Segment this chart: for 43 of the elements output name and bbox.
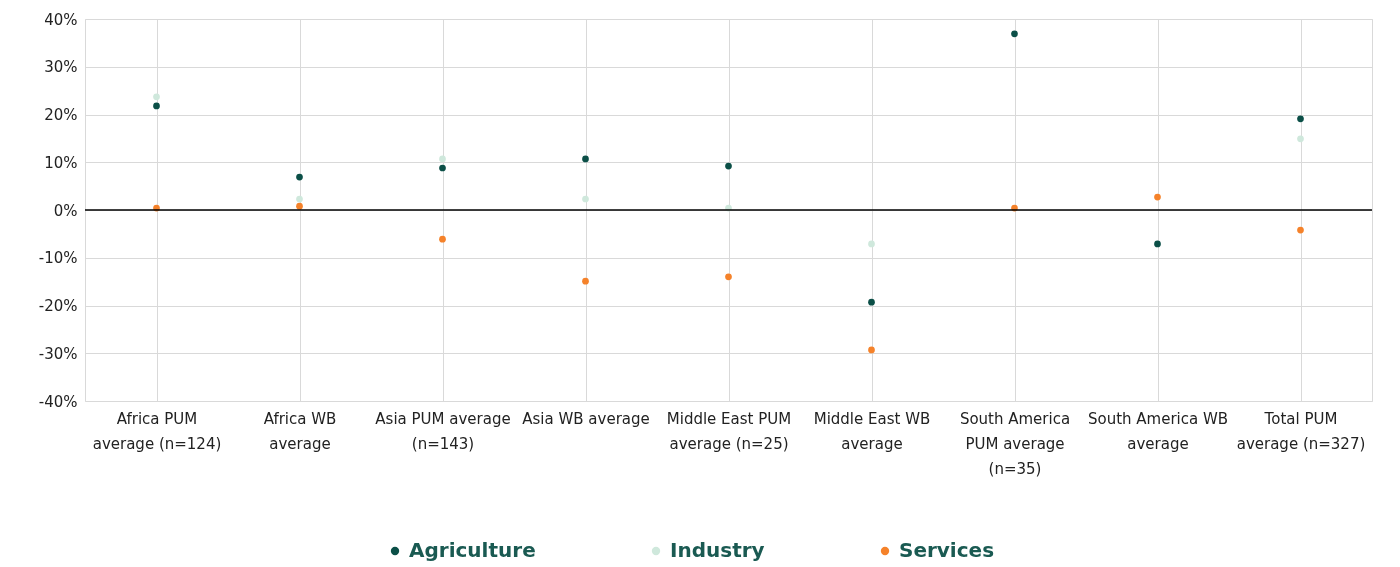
point (296, 202, 303, 210)
point (1154, 240, 1161, 248)
point (439, 155, 446, 163)
point (725, 273, 732, 281)
point (439, 235, 446, 243)
point (1297, 135, 1304, 143)
point (296, 173, 303, 181)
point (439, 164, 446, 172)
x-tick-label: Asia WB average (522, 409, 650, 428)
x-tick-label: South America WB average (1087, 409, 1229, 453)
point (1297, 226, 1304, 234)
x-tick-label: Total PUM average (n=327) (1236, 409, 1366, 453)
point (153, 93, 160, 101)
y-tick-label: 10% (44, 153, 78, 172)
x-tick-label: Africa WB average (263, 409, 337, 453)
point (153, 102, 160, 110)
point (868, 298, 875, 306)
x-tick-label: Middle East PUM average (n=25) (666, 409, 792, 453)
point (1011, 30, 1018, 38)
point (1297, 115, 1304, 123)
point (1154, 193, 1161, 201)
legend-label: Services (899, 538, 995, 562)
point (296, 195, 303, 203)
y-tick-label: 20% (44, 106, 78, 124)
legend-label: Agriculture (409, 538, 536, 562)
y-tick-label: -10% (38, 249, 78, 268)
point (582, 195, 589, 203)
legend-label: Industry (670, 538, 765, 562)
x-tick-label: South America PUM average (n=35) (959, 409, 1071, 478)
y-tick-label: 30% (44, 58, 78, 77)
point (725, 162, 732, 170)
point (868, 346, 875, 354)
y-tick-label: -20% (38, 297, 78, 315)
point (582, 155, 589, 163)
y-tick-label: 40% (44, 10, 78, 29)
y-tick-label: 0% (53, 201, 78, 220)
x-tick-label: Middle East WB average (813, 409, 931, 453)
x-tick-label: Asia PUM average (n=143) (375, 409, 511, 453)
x-tick-label: Africa PUM average (n=124) (92, 409, 222, 453)
point (582, 277, 589, 285)
point (868, 240, 875, 248)
y-tick-label: -30% (38, 344, 78, 363)
y-tick-label: -40% (38, 392, 78, 411)
